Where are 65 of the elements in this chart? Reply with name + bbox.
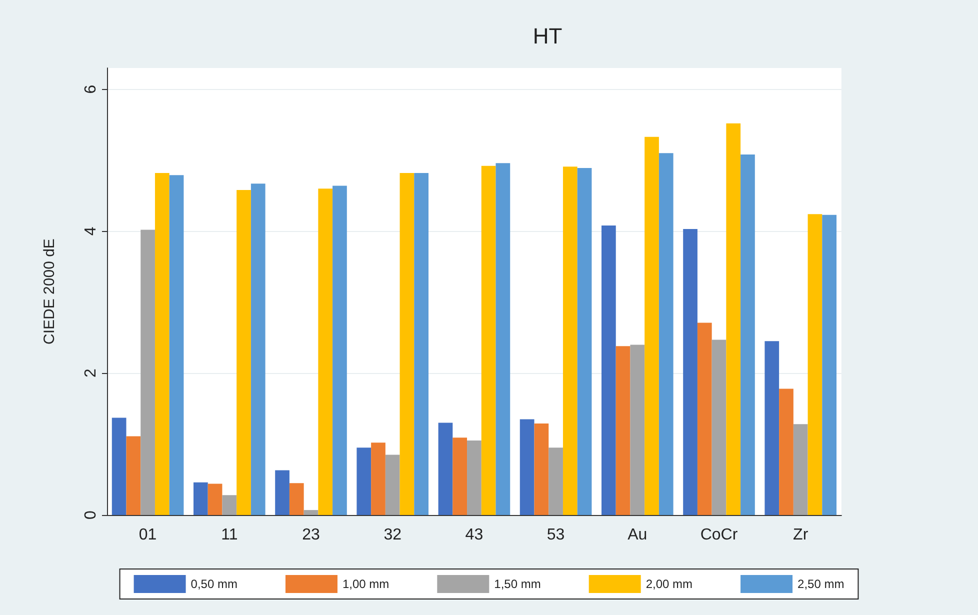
bar <box>740 154 755 515</box>
bar <box>630 344 645 515</box>
bar <box>616 346 630 515</box>
bar <box>534 423 549 515</box>
x-tick-label: CoCr <box>700 526 738 544</box>
y-tick-label: 4 <box>82 226 100 236</box>
bar <box>577 168 592 515</box>
y-axis-title: CIEDE 2000 dE <box>41 238 58 344</box>
bar <box>658 153 674 515</box>
bar <box>438 422 453 515</box>
y-tick-label: 2 <box>82 368 100 378</box>
bar <box>356 448 372 515</box>
legend-label: 1,00 mm <box>342 577 390 591</box>
x-tick-label: 11 <box>221 526 238 544</box>
bar <box>385 454 400 515</box>
bar <box>169 175 184 515</box>
bar <box>793 424 808 515</box>
bar <box>154 173 170 515</box>
legend-label: 2,00 mm <box>646 577 693 591</box>
x-tick-label: 32 <box>384 526 402 544</box>
bar <box>112 418 126 515</box>
bar <box>808 214 822 515</box>
bar <box>275 470 290 515</box>
bar <box>726 123 741 515</box>
bar <box>126 436 141 515</box>
bar <box>697 322 712 515</box>
bar <box>236 190 251 515</box>
bar <box>400 173 414 515</box>
bar <box>222 495 237 515</box>
bar <box>332 186 347 515</box>
legend-label: 1,50 mm <box>494 577 541 591</box>
x-tick-label: Au <box>628 526 648 544</box>
bar <box>193 482 208 515</box>
bar <box>822 214 837 515</box>
bar <box>779 388 794 515</box>
bar <box>496 163 510 515</box>
bar <box>250 184 266 515</box>
bar <box>562 166 578 515</box>
bar <box>371 442 386 515</box>
x-tick-label: 01 <box>138 526 157 544</box>
bar <box>414 173 429 515</box>
bar <box>548 448 563 515</box>
bar <box>304 510 318 515</box>
bar <box>712 340 726 515</box>
bar <box>481 166 496 515</box>
bar <box>208 484 222 515</box>
bar <box>289 483 304 515</box>
x-tick-label: 23 <box>302 526 320 544</box>
bar <box>764 341 780 515</box>
x-tick-label: 43 <box>465 526 484 544</box>
bar <box>140 230 155 515</box>
bar <box>452 438 468 515</box>
bar <box>683 229 698 515</box>
bar <box>318 188 333 515</box>
x-tick-label: 53 <box>546 526 565 544</box>
legend-label: 2,50 mm <box>798 577 844 591</box>
x-tick-label: Zr <box>793 526 809 544</box>
bar <box>644 136 659 515</box>
bar <box>520 419 534 515</box>
bar <box>467 440 482 515</box>
legend-label: 0,50 mm <box>190 577 238 591</box>
chart-title: HT <box>532 24 562 48</box>
y-tick-label: 0 <box>82 510 100 520</box>
y-tick-label: 6 <box>82 84 100 94</box>
bar <box>601 226 616 515</box>
